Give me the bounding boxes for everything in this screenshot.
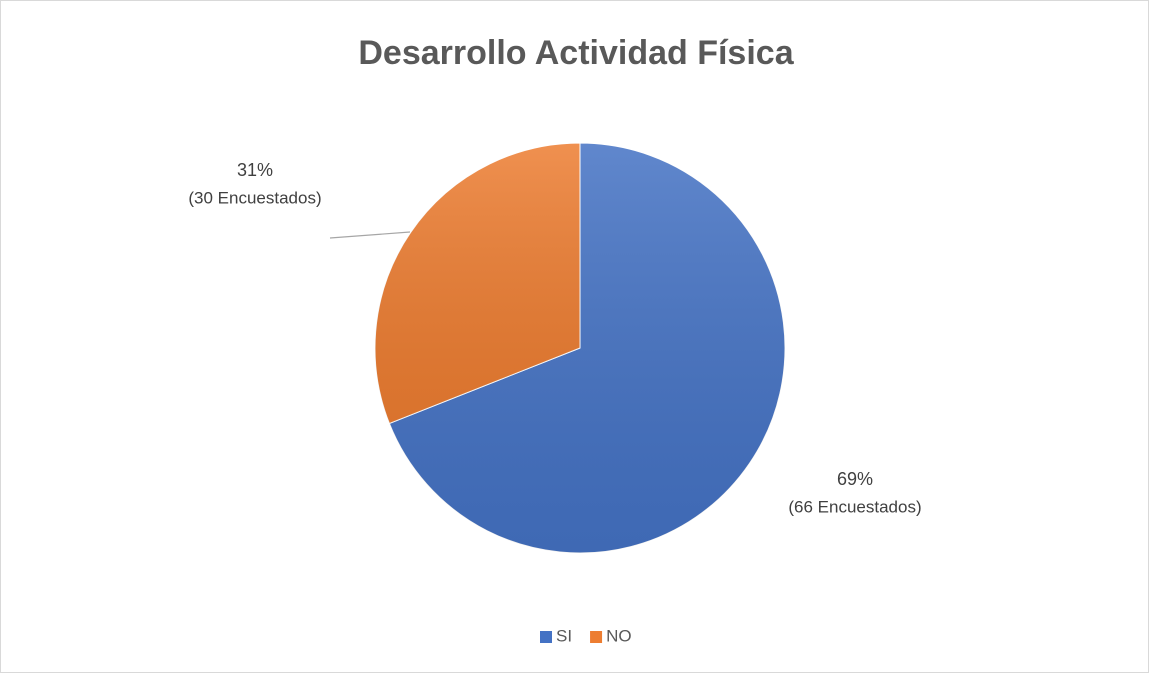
data-label-count: (30 Encuestados) [188,188,321,207]
chart-title: Desarrollo Actividad Física [358,34,794,72]
legend-label: NO [606,626,632,645]
data-label: 69% [837,469,873,489]
leader-line [329,231,411,239]
data-label-count: (66 Encuestados) [788,497,921,516]
data-label: 31% [237,160,273,180]
slice-shade [374,143,580,424]
slice-shade [389,143,786,554]
legend-swatch [590,631,603,643]
legend-label: SI [556,626,572,645]
legend-swatch [540,631,552,643]
